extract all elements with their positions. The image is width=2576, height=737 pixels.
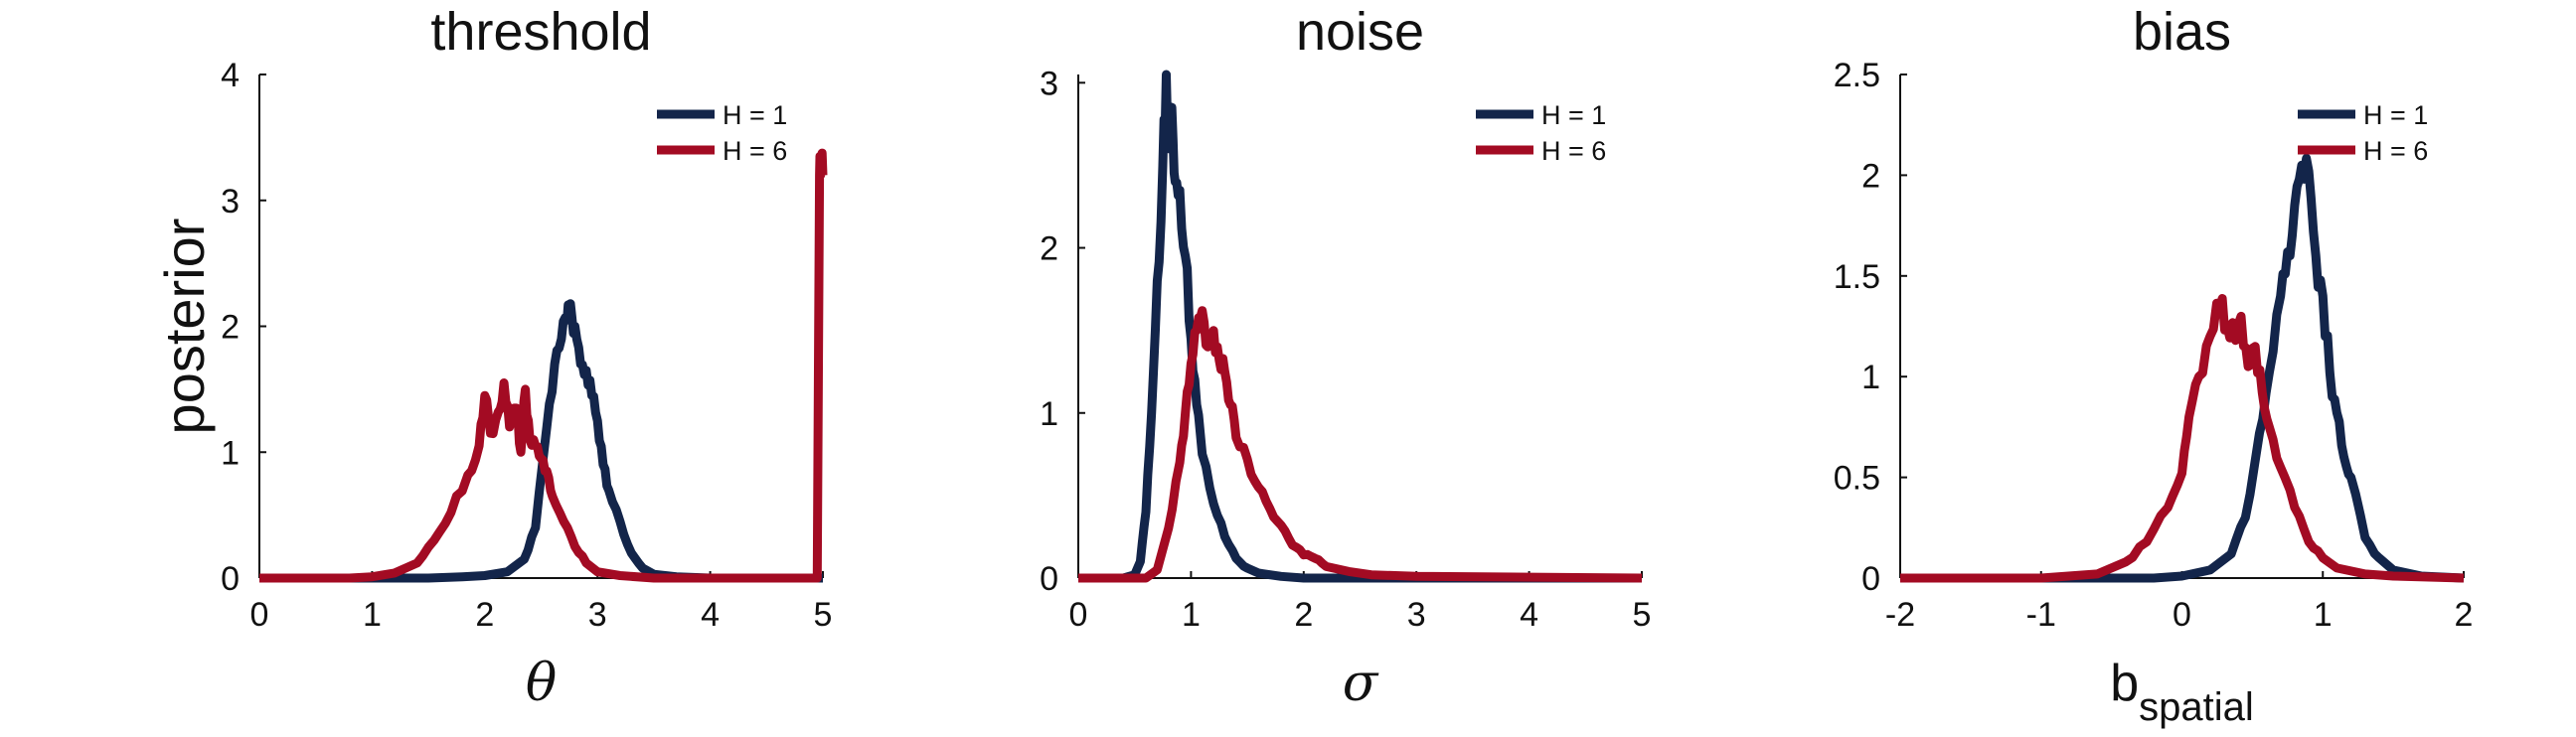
chart-title: bias: [2133, 2, 2231, 62]
x-tick-label: 4: [1520, 596, 1538, 634]
legend: H = 1 H = 6: [2298, 100, 2428, 166]
chart-1: 0 1 2 3 4 5 0 1 2 3 noise σ H = 1 H = 6: [1040, 2, 1651, 713]
x-tick-label: -1: [2026, 596, 2056, 634]
x-tick-label: 1: [1182, 596, 1201, 634]
series-line-h1: [259, 299, 823, 583]
series-line-h6: [1900, 294, 2465, 583]
y-tick-label: 2: [1861, 157, 1880, 195]
x-axis-label: bspatial: [2110, 655, 2254, 729]
legend-label: H = 6: [2363, 136, 2428, 166]
x-axis-label-main: b: [2110, 655, 2139, 712]
x-tick-label: 5: [1633, 596, 1652, 634]
y-tick-label: 1: [1861, 359, 1880, 396]
y-tick-label: 1.5: [1834, 258, 1880, 296]
legend-label: H = 1: [723, 100, 787, 130]
x-tick-label: 1: [363, 596, 382, 634]
series-line-h1: [1078, 70, 1642, 583]
x-axis-label: θ: [526, 654, 557, 713]
x-tick-label: 4: [701, 596, 720, 634]
chart-0: 0 1 2 3 4 5 0 1 2 3 4 threshold θ posterior H = 1 H = 6: [153, 2, 832, 713]
y-tick-label: 0: [1040, 560, 1058, 598]
x-tick-label: 3: [1407, 596, 1426, 634]
x-tick-label: -2: [1885, 596, 1915, 634]
chart-title: noise: [1296, 2, 1424, 62]
x-axis-label-subscript: spatial: [2139, 685, 2254, 729]
y-tick-label: 2: [1040, 230, 1058, 268]
series-line-h6: [1078, 306, 1643, 583]
y-tick-label: 4: [221, 57, 240, 94]
y-tick-label: 3: [1040, 65, 1058, 102]
x-axis-label-main: σ: [1343, 654, 1379, 713]
x-tick-label: 2: [2455, 596, 2474, 634]
y-tick-label: 1: [1040, 395, 1058, 433]
x-tick-label: 0: [2173, 596, 2191, 634]
x-tick-label: 2: [475, 596, 494, 634]
legend: H = 1 H = 6: [1476, 100, 1606, 166]
x-axis-label: σ: [1343, 654, 1379, 713]
y-tick-label: 2.5: [1834, 57, 1880, 94]
y-tick-label: 1: [221, 434, 240, 472]
y-tick-label: 0.5: [1834, 460, 1880, 498]
y-tick-label: 0: [221, 560, 240, 598]
x-axis-label-main: θ: [526, 654, 557, 713]
legend-label: H = 6: [723, 136, 787, 166]
legend: H = 1 H = 6: [657, 100, 787, 166]
legend-label: H = 6: [1541, 136, 1606, 166]
legend-label: H = 1: [1541, 100, 1606, 130]
x-tick-label: 3: [588, 596, 607, 634]
x-tick-label: 0: [1069, 596, 1088, 634]
x-tick-label: 0: [250, 596, 269, 634]
chart-title: threshold: [430, 2, 651, 62]
y-tick-label: 3: [221, 183, 240, 221]
x-tick-label: 2: [1294, 596, 1313, 634]
x-tick-label: 1: [2314, 596, 2333, 634]
y-tick-label: 0: [1861, 560, 1880, 598]
legend-label: H = 1: [2363, 100, 2428, 130]
y-tick-label: 2: [221, 309, 240, 347]
series-line-h6: [259, 148, 828, 583]
y-axis-label: posterior: [153, 219, 216, 435]
x-tick-label: 5: [814, 596, 833, 634]
series-line-h1: [1900, 153, 2465, 583]
